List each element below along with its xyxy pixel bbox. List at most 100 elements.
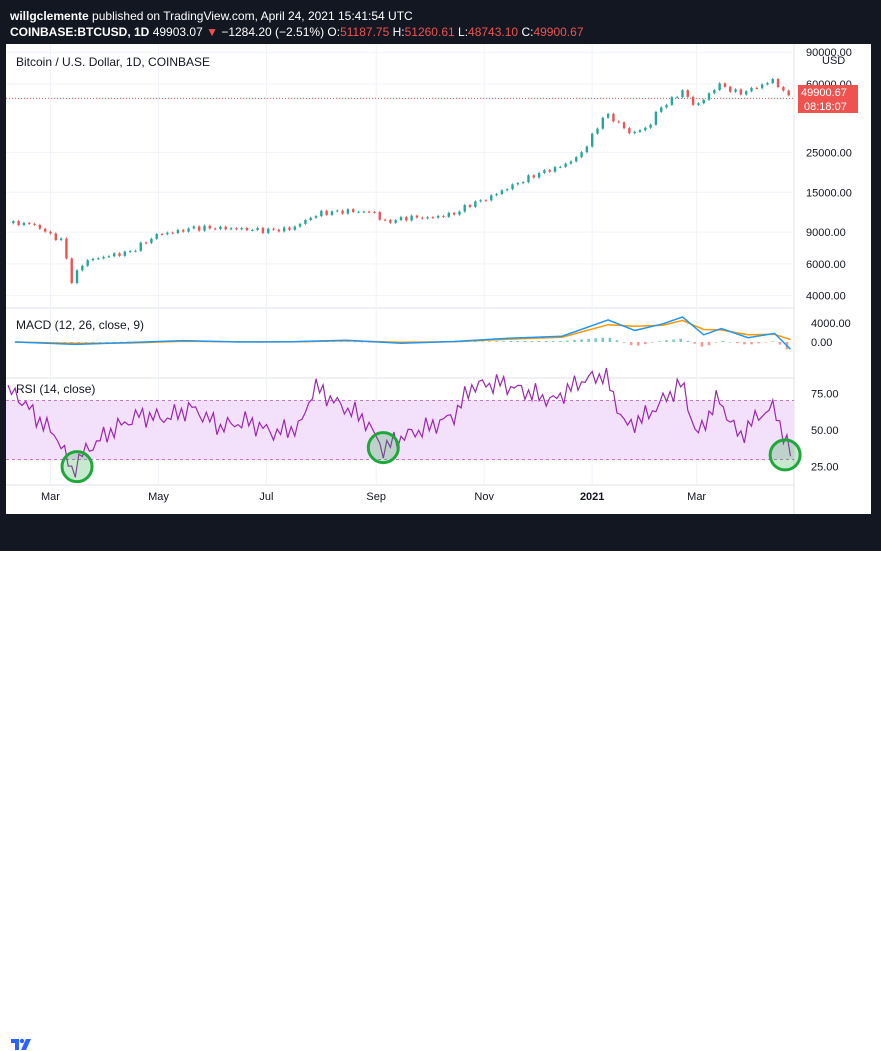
candle-body	[272, 228, 275, 230]
candle-body	[484, 200, 488, 202]
open-label: O:	[327, 25, 341, 39]
symbol-label[interactable]: COINBASE:BTCUSD, 1D	[10, 25, 150, 39]
time-tick-label: Mar	[687, 491, 706, 503]
last-price-tag: 49900.67	[801, 87, 847, 99]
price-tick-label: 6000.00	[806, 259, 846, 271]
candle-body	[341, 210, 344, 214]
publish-info: published on TradingView.com, April 24, …	[92, 9, 413, 23]
candle-body	[745, 91, 748, 95]
candle-body	[490, 195, 493, 201]
time-axis[interactable]: Mar May Jul Sep Nov 2021 Mar	[41, 491, 706, 503]
highlight-circle-april	[768, 438, 802, 472]
macd-tick-label: 4000.00	[811, 318, 851, 330]
price-axis[interactable]: 90000.0060000.0025000.0015000.009000.006…	[806, 47, 852, 302]
candle-body	[346, 209, 350, 214]
candle-body	[107, 256, 111, 258]
currency-label: USD	[822, 55, 845, 67]
candle-body	[431, 217, 435, 219]
candle-body	[28, 222, 31, 224]
candle-body	[644, 127, 647, 131]
macd-histogram-bar	[629, 342, 633, 346]
candle-body	[54, 233, 57, 241]
candle-body	[532, 175, 535, 178]
candle-body	[474, 201, 477, 207]
open-value: 51187.75	[340, 25, 390, 39]
candle-body	[38, 224, 42, 229]
candle-body	[399, 216, 403, 221]
candle-body	[389, 219, 392, 223]
candle-body	[500, 190, 504, 195]
candle-body	[224, 226, 227, 230]
rsi-pane-title: RSI (14, close)	[16, 382, 95, 396]
macd-histogram-bar	[63, 342, 66, 343]
candle-body	[134, 250, 137, 252]
author-name[interactable]: willgclemente	[10, 9, 89, 23]
candle-body	[410, 215, 413, 221]
macd-histogram-bar	[728, 342, 732, 343]
candle-body	[479, 200, 482, 202]
macd-axis[interactable]: 4000.00 0.00	[811, 318, 851, 349]
rsi-line	[7, 367, 792, 478]
candle-body	[277, 229, 281, 232]
footer-bar: TradingView	[0, 514, 881, 1051]
candle-body	[527, 175, 530, 183]
candle-body	[12, 221, 15, 224]
macd-histogram-bar	[636, 342, 640, 346]
macd-histogram-bar	[112, 341, 116, 343]
macd-histogram-bar	[495, 341, 498, 342]
candle-body	[590, 133, 594, 147]
macd-histogram-bar	[743, 342, 746, 345]
rsi-pane[interactable]: RSI (14, close)	[6, 367, 802, 484]
macd-histogram-bar	[523, 341, 527, 342]
candle-body	[362, 211, 366, 213]
close-label: C:	[521, 25, 534, 39]
candle-body	[596, 128, 599, 134]
candle-body	[91, 258, 95, 261]
candle-body	[256, 227, 259, 231]
candle-body	[713, 90, 716, 94]
macd-histogram-bar	[721, 340, 725, 342]
grid	[6, 44, 795, 514]
candle-body	[606, 113, 610, 118]
candle-body	[585, 146, 589, 153]
candle-body	[378, 212, 381, 220]
candle-body	[660, 107, 663, 112]
candle-body	[336, 210, 339, 212]
candle-body	[182, 229, 185, 232]
candle-body	[516, 183, 520, 185]
candle-body	[171, 232, 174, 234]
time-tick-label: May	[148, 491, 169, 503]
candle-body	[628, 128, 631, 134]
last-price-tag-bg	[798, 85, 858, 99]
countdown-tag-bg	[798, 99, 858, 113]
candle-body	[267, 228, 270, 233]
macd-histogram-bar	[608, 337, 612, 342]
price-tick-label: 4000.00	[806, 291, 846, 303]
candle-body	[383, 219, 387, 221]
candle-body	[219, 226, 222, 230]
candle-body	[123, 251, 127, 256]
macd-histogram-bar	[339, 341, 343, 343]
macd-histogram-bar	[672, 339, 675, 342]
time-tick-label: Nov	[474, 491, 494, 503]
candle-body	[495, 194, 498, 196]
candle-body	[128, 251, 132, 253]
candle-body	[760, 84, 764, 89]
chart-canvas[interactable]: Bitcoin / U.S. Dollar, 1D, COINBASE MACD…	[6, 44, 871, 514]
macd-histogram-bar	[332, 341, 336, 343]
macd-histogram-bar	[658, 341, 661, 342]
candle-body	[330, 211, 334, 215]
rsi-axis[interactable]: 75.00 50.00 25.00	[811, 388, 839, 473]
macd-pane[interactable]: MACD (12, 26, close, 9)	[13, 316, 792, 350]
candle-body	[187, 228, 190, 232]
candle-body	[33, 223, 36, 225]
candle-body	[415, 215, 419, 218]
candle-body	[59, 238, 63, 241]
candle-body	[192, 226, 196, 229]
tradingview-logo[interactable]: TradingView	[10, 1036, 110, 1051]
rsi-tick-label: 50.00	[811, 425, 839, 437]
price-pane[interactable]: Bitcoin / U.S. Dollar, 1D, COINBASE	[6, 55, 794, 285]
candle-body	[776, 79, 780, 88]
candle-body	[458, 211, 461, 215]
